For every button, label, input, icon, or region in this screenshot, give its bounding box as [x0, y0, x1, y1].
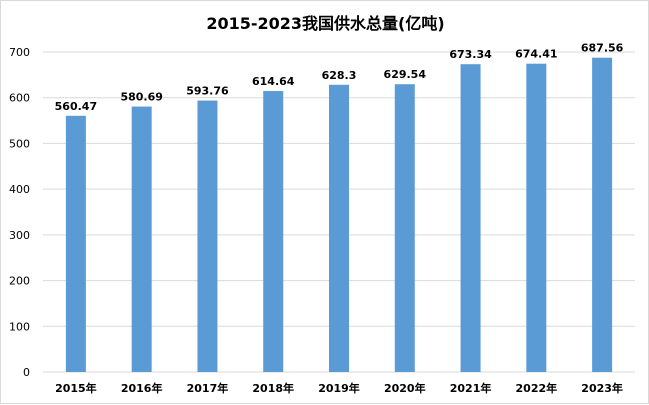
data-label: 614.64	[252, 75, 295, 88]
data-label: 560.47	[55, 100, 97, 113]
bar	[131, 106, 152, 372]
x-tick-label: 2022年	[516, 381, 558, 395]
x-tick-label: 2016年	[121, 381, 163, 395]
bar	[329, 84, 349, 372]
x-tick-label: 2015年	[55, 381, 97, 395]
bar	[526, 63, 547, 373]
x-tick-label: 2021年	[450, 381, 492, 395]
y-tick-label: 400	[9, 183, 30, 196]
y-tick-label: 500	[9, 137, 30, 150]
data-label: 629.54	[384, 68, 427, 81]
bar	[460, 64, 481, 372]
y-tick-label: 700	[9, 46, 30, 59]
bar	[394, 84, 415, 372]
data-label: 580.69	[120, 91, 162, 104]
y-tick-label: 300	[9, 229, 30, 242]
x-tick-label: 2017年	[187, 381, 229, 395]
y-tick-label: 200	[9, 275, 30, 288]
data-label: 593.76	[186, 85, 229, 98]
y-tick-label: 0	[23, 366, 30, 379]
y-tick-label: 100	[9, 320, 30, 333]
x-tick-label: 2019年	[318, 381, 360, 395]
data-label: 674.41	[515, 48, 557, 61]
x-tick-label: 2023年	[581, 381, 623, 395]
bar	[592, 57, 613, 372]
bar	[197, 100, 218, 372]
data-label: 687.56	[581, 42, 624, 55]
y-tick-label: 600	[9, 92, 30, 105]
chart-title: 2015-2023我国供水总量(亿吨)	[206, 14, 445, 33]
x-tick-label: 2020年	[384, 381, 426, 395]
data-label: 628.3	[322, 69, 357, 82]
bar	[65, 115, 86, 372]
x-tick-label: 2018年	[252, 381, 294, 395]
bar	[263, 91, 284, 372]
data-label: 673.34	[449, 48, 492, 61]
